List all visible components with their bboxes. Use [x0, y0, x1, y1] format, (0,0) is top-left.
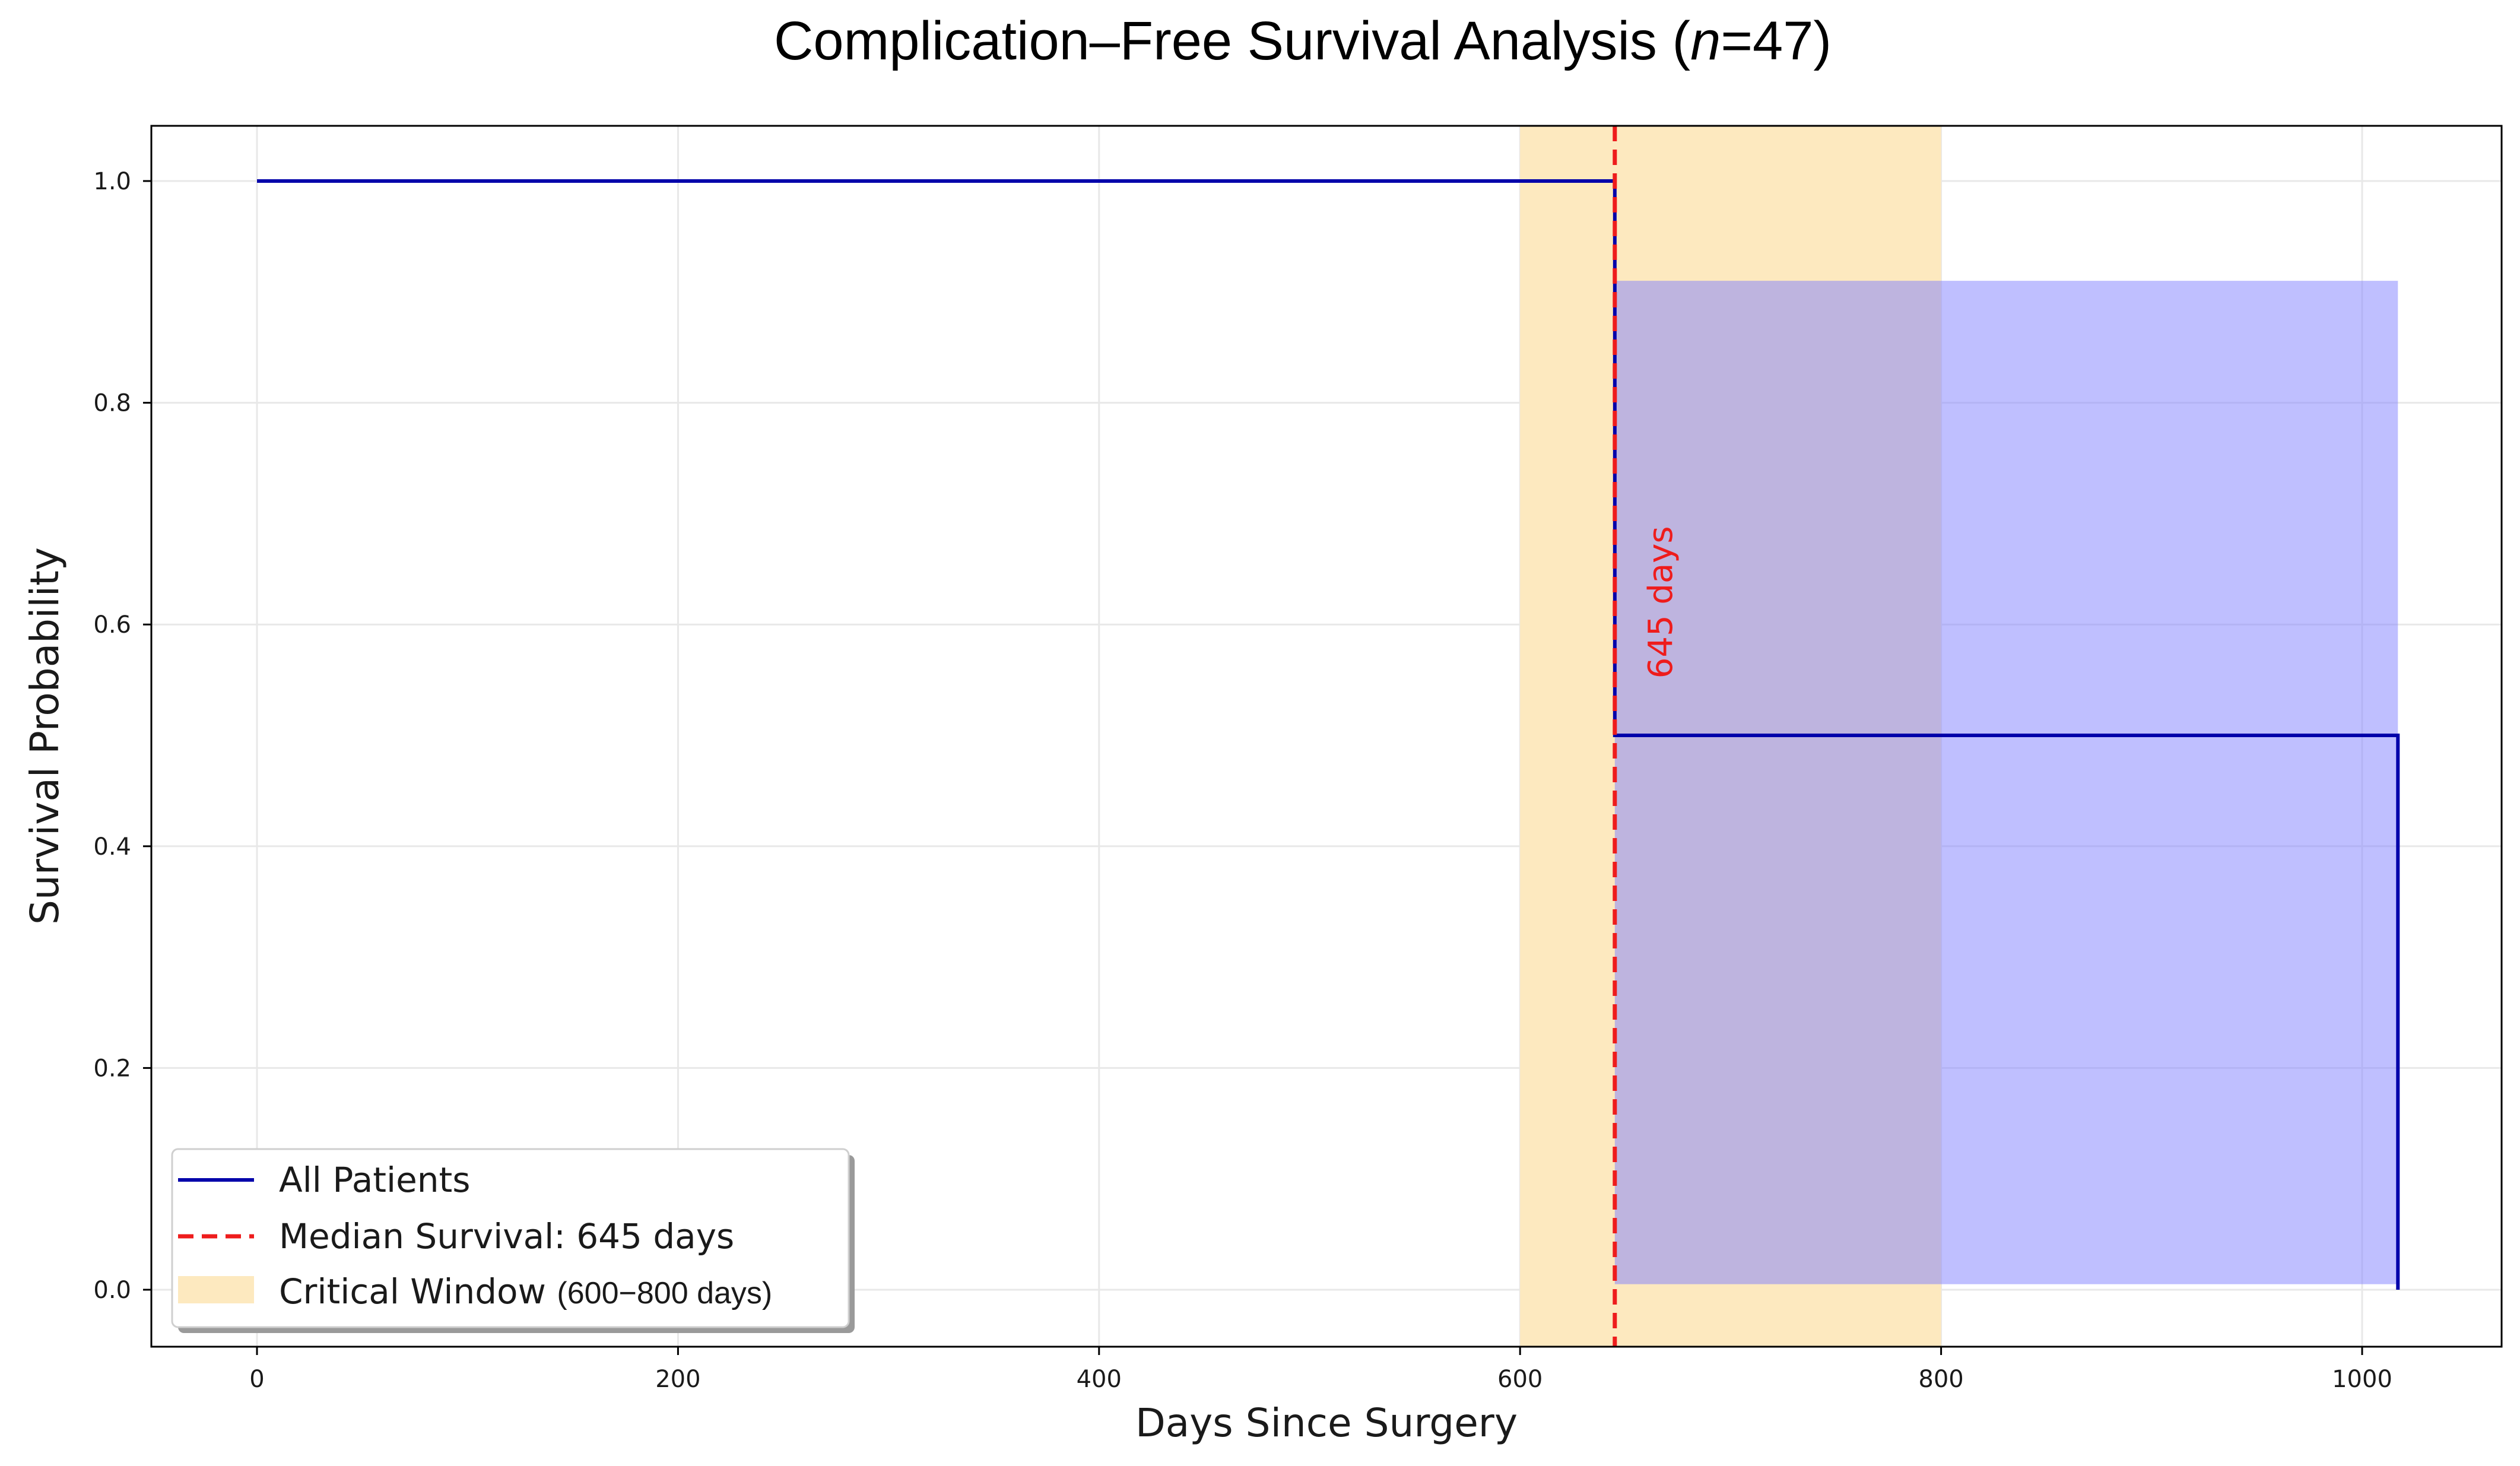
legend-all-patients-label: All Patients [279, 1160, 471, 1200]
x-tick-label-3: 600 [1497, 1366, 1543, 1393]
legend-median-label: Median Survival: 645 days [279, 1216, 734, 1256]
x-tick-label-4: 800 [1918, 1366, 1963, 1393]
y-tick-label-4: 0.8 [93, 390, 131, 417]
axis-ticks: 0 200 400 600 800 1000 0.0 0.2 0.4 0.6 0.8 1.0 [93, 168, 2392, 1393]
series-line-all-patients [257, 179, 2400, 1290]
legend-critical-window-main: Critical Window [279, 1271, 546, 1312]
y-tick-label-1: 0.2 [93, 1055, 131, 1082]
x-tick-label-2: 400 [1077, 1366, 1122, 1393]
chart-title: Complication–Free Survival Analysis (n=4… [774, 11, 1832, 71]
x-tick-label-5: 1000 [2332, 1366, 2392, 1393]
median-annotation: 645 days [1642, 526, 1680, 678]
legend-critical-window-swatch [178, 1276, 254, 1303]
plot-area: 645 days [151, 126, 2502, 1347]
legend: All Patients Median Survival: 645 days C… [171, 1148, 855, 1333]
legend-box [171, 1148, 850, 1328]
x-tick-label-0: 0 [249, 1366, 264, 1393]
x-tick-label-1: 200 [655, 1366, 700, 1393]
chart-title-italic: n [1690, 11, 1721, 71]
chart-title-suffix: =47 [1721, 11, 1813, 71]
x-axis-label: Days Since Surgery [1135, 1400, 1518, 1446]
legend-critical-window-label: Critical Window (600−800 days) [279, 1271, 772, 1312]
plot-frame [150, 125, 2503, 1348]
y-tick-label-5: 1.0 [93, 168, 131, 195]
legend-critical-window-suffix: (600−800 days) [557, 1276, 772, 1310]
y-axis-label: Survival Probability [22, 547, 68, 925]
y-tick-label-3: 0.6 [93, 611, 131, 639]
y-tick-label-0: 0.0 [93, 1277, 131, 1304]
y-tick-label-2: 0.4 [93, 833, 131, 861]
chart-title-main: Complication–Free Survival Analysis [774, 11, 1657, 71]
confidence-band [1614, 281, 2398, 1284]
